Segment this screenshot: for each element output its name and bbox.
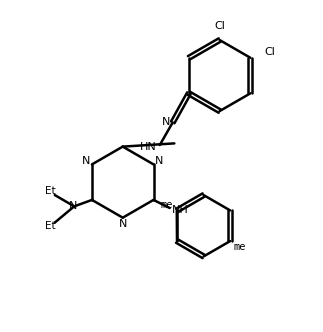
Text: N: N (162, 117, 170, 127)
Text: Et: Et (45, 186, 55, 196)
Text: N: N (82, 156, 91, 166)
Text: Cl: Cl (264, 46, 275, 56)
Text: me: me (161, 200, 173, 209)
Text: N: N (155, 156, 163, 166)
Text: N: N (68, 202, 77, 211)
Text: NH: NH (172, 205, 189, 214)
Text: Cl: Cl (214, 21, 225, 31)
Text: HN: HN (140, 142, 157, 152)
Text: me: me (234, 242, 246, 252)
Text: Et: Et (45, 221, 55, 231)
Text: N: N (119, 219, 127, 229)
